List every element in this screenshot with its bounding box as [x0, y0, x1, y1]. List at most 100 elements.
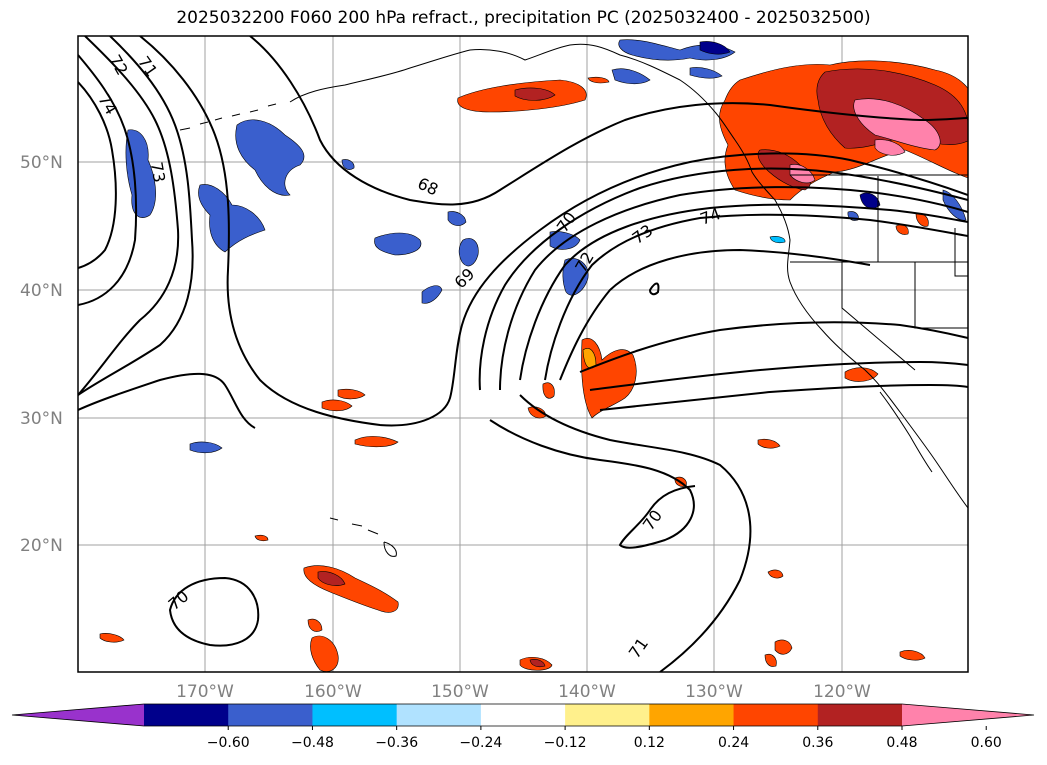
contour-label: 73 — [147, 161, 169, 184]
colorbar-outline — [11, 703, 1035, 727]
precip-blob — [529, 659, 546, 668]
contour-line — [478, 167, 968, 391]
colorbar-tick-label: −0.60 — [207, 735, 250, 751]
colorbar-segment — [228, 704, 313, 726]
colorbar-tick-label: 0.48 — [886, 735, 917, 751]
contour-line — [648, 282, 660, 296]
lon-label-140w: 140°W — [558, 682, 616, 702]
precip-blob — [354, 436, 399, 448]
us-state-borders — [790, 176, 968, 371]
contour-line — [249, 36, 968, 206]
precip-blob — [689, 67, 723, 79]
contour-line — [168, 576, 260, 647]
precip-blob — [254, 534, 269, 542]
map-frame — [77, 35, 969, 673]
colorbar-extend-high — [902, 704, 1034, 726]
precip-blob — [235, 119, 305, 196]
precip-blob — [317, 571, 346, 586]
precip-blob — [310, 635, 339, 672]
precip-blob — [774, 639, 793, 655]
contour-line — [78, 372, 256, 429]
contour-line — [589, 360, 968, 391]
contour-line — [519, 394, 752, 672]
precip-blob — [421, 285, 443, 304]
precip-blob — [337, 388, 366, 400]
lat-label-30n: 30°N — [20, 409, 63, 429]
precip-blob — [198, 184, 266, 253]
contour-line — [519, 203, 968, 381]
map-area: 72 71 74 73 68 69 70 72 73 74 70 70 71 — [77, 35, 969, 673]
precip-blob — [767, 569, 784, 579]
longitude-labels: 170°W 160°W 150°W 140°W 130°W 120°W — [176, 682, 871, 702]
lat-label-40n: 40°N — [20, 281, 63, 301]
precip-blob — [769, 236, 786, 244]
precip-blob — [899, 650, 926, 661]
contour-line — [559, 248, 871, 381]
precip-blob — [189, 441, 223, 454]
colorbar-extend-low — [12, 704, 144, 726]
precip-negative-areas — [125, 39, 967, 454]
precip-blob — [99, 633, 125, 643]
precip-blob — [587, 76, 610, 84]
aleutian-islands — [179, 103, 277, 131]
colorbar-segment — [817, 704, 903, 726]
colorbar-tick-label: 0.12 — [634, 735, 665, 751]
colorbar-segment — [144, 704, 229, 726]
hawaii-islands — [329, 517, 397, 557]
lon-label-170w: 170°W — [176, 682, 234, 702]
contour-line — [579, 321, 968, 373]
contour-line — [78, 36, 180, 396]
colorbar-tick-label: −0.48 — [291, 735, 334, 751]
colorbar-segment — [312, 704, 398, 726]
colorbar-tick-label: 0.60 — [971, 735, 1002, 751]
colorbar-segment — [733, 704, 819, 726]
latitude-labels: 50°N 40°N 30°N 20°N — [20, 153, 63, 556]
contour-line — [78, 36, 194, 396]
precip-blob — [844, 367, 879, 382]
lon-label-130w: 130°W — [685, 682, 743, 702]
lat-label-20n: 20°N — [20, 536, 63, 556]
precip-blob — [321, 399, 353, 412]
precip-blob — [618, 39, 736, 61]
precip-blob — [307, 618, 323, 632]
contour-line — [499, 186, 968, 391]
lon-label-120w: 120°W — [813, 682, 871, 702]
contour-line — [544, 213, 968, 381]
contour-line — [489, 419, 696, 549]
chart-title: 2025032200 F060 200 hPa refract., precip… — [176, 8, 871, 28]
precip-blob — [764, 653, 777, 667]
contour-line — [599, 383, 968, 411]
alaska-coast — [289, 43, 716, 113]
precip-blob — [611, 68, 651, 85]
lon-label-160w: 160°W — [304, 682, 362, 702]
precip-blob — [341, 159, 355, 170]
precip-blob — [374, 232, 422, 256]
precip-blob — [514, 87, 556, 101]
contour-line — [139, 36, 968, 427]
colorbar-tick-label: 0.36 — [802, 735, 833, 751]
precip-blob — [699, 41, 731, 55]
precip-blob — [562, 258, 589, 296]
refractivity-contours — [78, 36, 968, 672]
precip-blob — [853, 98, 941, 151]
precip-blob — [458, 238, 479, 267]
colorbar-segment — [565, 704, 650, 726]
precip-blob — [757, 438, 781, 449]
colorbar: −0.60 −0.48 −0.36 −0.24 −0.12 0.12 0.24 0.36 0.4… — [11, 703, 1035, 751]
contour-line — [78, 81, 117, 269]
colorbar-tick-label: −0.12 — [544, 735, 587, 751]
precip-blob — [542, 382, 555, 399]
precip-blob — [447, 211, 467, 226]
colorbar-tick-label: −0.24 — [459, 735, 502, 751]
colorbar-tick-label: 0.24 — [718, 735, 749, 751]
colorbar-segment — [649, 704, 735, 726]
baja-california — [879, 391, 933, 473]
coastlines — [179, 43, 968, 557]
precip-blob — [125, 129, 156, 218]
north-american-coast — [714, 111, 968, 509]
lon-label-150w: 150°W — [431, 682, 489, 702]
contour-line — [78, 54, 138, 306]
lat-label-50n: 50°N — [20, 153, 63, 173]
colorbar-segment — [396, 704, 482, 726]
